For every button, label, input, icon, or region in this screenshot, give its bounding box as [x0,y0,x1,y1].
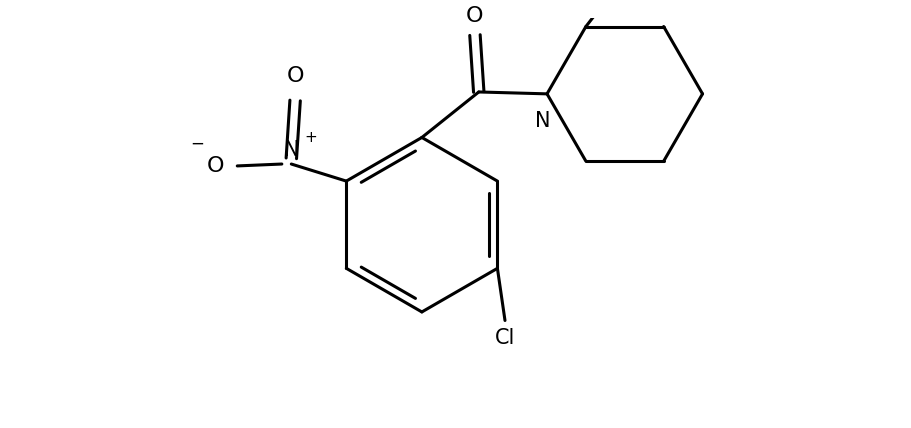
Text: +: + [304,130,317,145]
Text: N: N [283,140,299,160]
Text: O: O [206,156,224,176]
Text: O: O [466,6,483,26]
Text: −: − [190,135,204,153]
Text: N: N [535,111,550,131]
Text: Cl: Cl [495,328,515,348]
Text: O: O [286,66,303,86]
